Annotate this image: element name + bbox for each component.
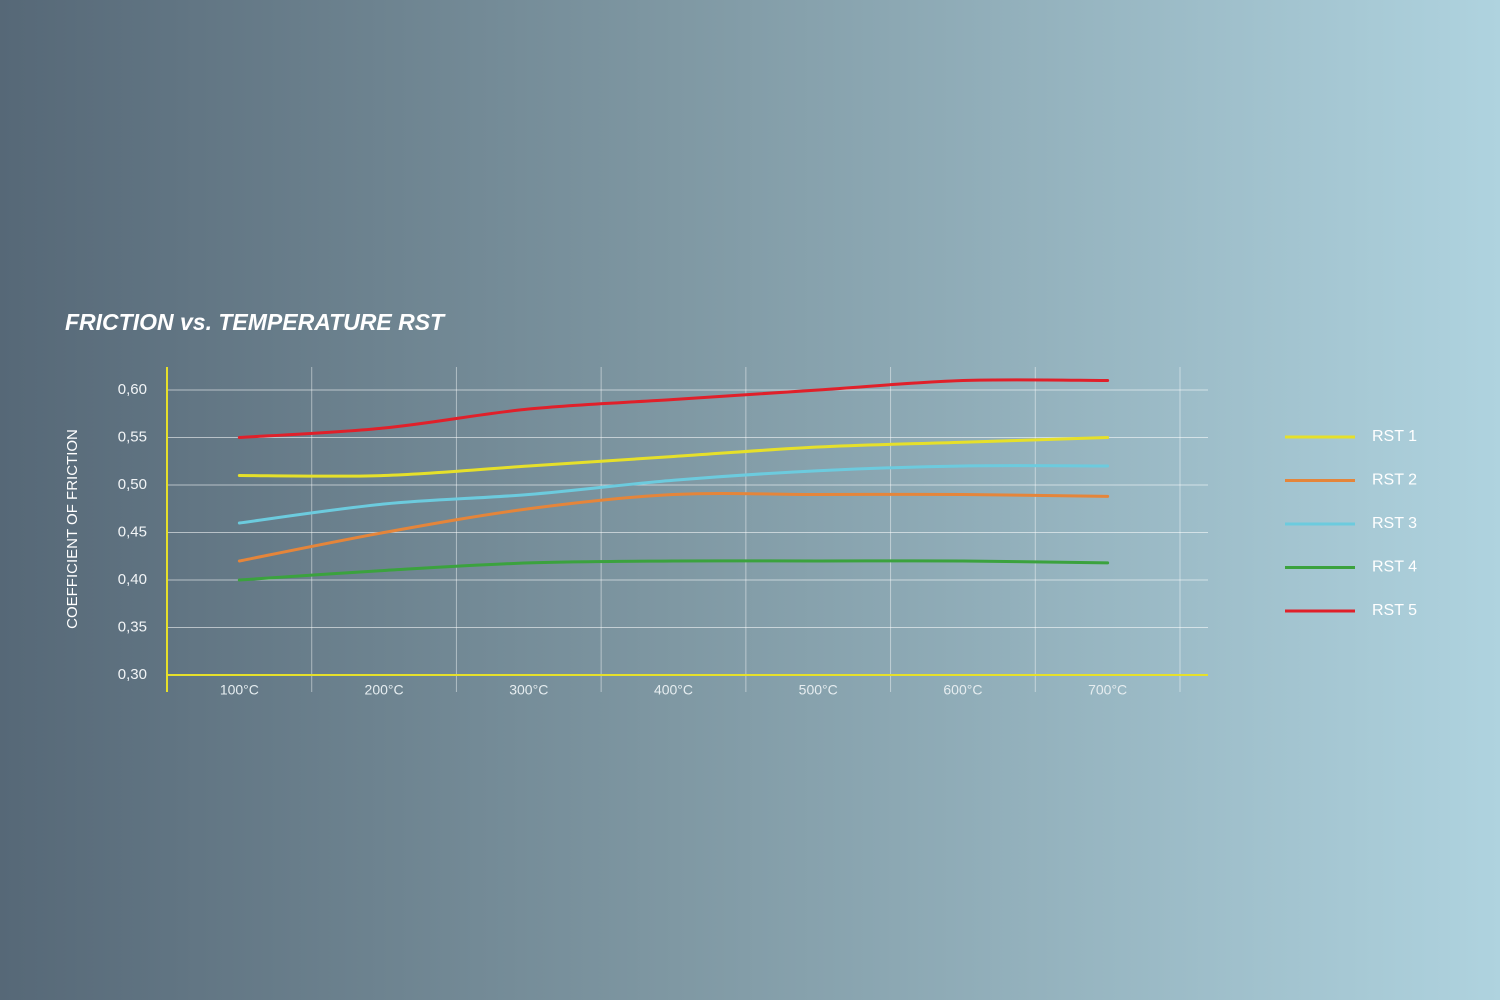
y-tick-label: 0,30 <box>118 666 147 683</box>
series-line <box>237 464 1110 525</box>
series-line <box>237 436 1110 478</box>
x-tick-label: 100°C <box>220 682 259 698</box>
plot-area: 0,30 0,35 0,40 0,45 0,50 0,55 0,60 100°C 200°C 30… <box>118 367 1417 698</box>
y-axis-title: COEFFICIENT OF FRICTION <box>64 429 81 629</box>
series-line <box>237 491 1110 563</box>
chart-title: FRICTION vs. TEMPERATURE RST <box>65 309 446 335</box>
legend-label: RST 4 <box>1372 559 1417 576</box>
x-tick-label: 400°C <box>654 682 693 698</box>
y-tick-label: 0,40 <box>118 571 147 588</box>
y-tick-label: 0,35 <box>118 618 147 635</box>
x-tick-label: 300°C <box>509 682 548 698</box>
legend-label: RST 1 <box>1372 428 1417 445</box>
x-tick-label: 500°C <box>799 682 838 698</box>
y-tick-label: 0,55 <box>118 428 147 445</box>
y-tick-label: 0,50 <box>118 476 147 493</box>
series-line <box>237 378 1110 439</box>
y-tick-label: 0,60 <box>118 381 147 398</box>
x-tick-label: 700°C <box>1088 682 1127 698</box>
y-tick-label: 0,45 <box>118 523 147 540</box>
legend-label: RST 2 <box>1372 472 1417 489</box>
x-tick-label: 200°C <box>365 682 404 698</box>
legend-label: RST 3 <box>1372 515 1417 532</box>
series-line <box>237 559 1110 582</box>
x-tick-label: 600°C <box>943 682 982 698</box>
legend-label: RST 5 <box>1372 602 1417 619</box>
